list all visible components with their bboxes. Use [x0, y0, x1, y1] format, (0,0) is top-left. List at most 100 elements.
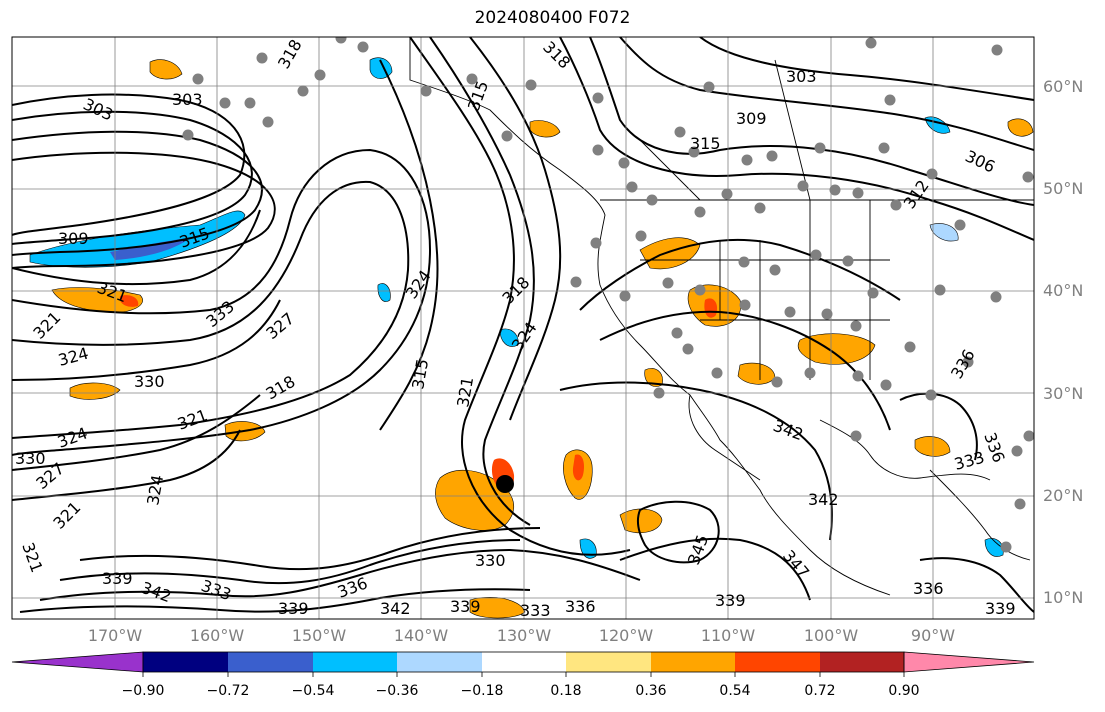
contour-label: 330 — [15, 449, 46, 468]
station-dot — [880, 379, 892, 391]
station-dot — [741, 154, 753, 166]
station-dot — [721, 188, 733, 200]
contour-line — [559, 381, 833, 541]
contour-layer — [12, 37, 1034, 613]
contour-label: 339 — [278, 599, 309, 618]
station-dot — [810, 249, 822, 261]
shade-orange — [69, 382, 121, 400]
lon-label: 110°W — [700, 626, 756, 645]
station-dot — [829, 184, 841, 196]
station-dot — [525, 79, 537, 91]
colorbar-bin — [482, 652, 566, 672]
station-dot — [842, 255, 854, 267]
station-dot — [797, 180, 809, 192]
colorbar-bin — [566, 652, 651, 672]
shade-lightblue — [929, 223, 959, 242]
colorbar-outline — [142, 651, 905, 673]
lon-label: 120°W — [598, 626, 654, 645]
contour-line — [579, 238, 901, 311]
contour-line — [12, 299, 281, 381]
station-dot — [852, 187, 864, 199]
station-dot — [850, 320, 862, 332]
shade-blue — [499, 328, 519, 347]
station-dot — [662, 277, 674, 289]
colorbar-bin — [735, 652, 820, 672]
station-dot — [262, 116, 274, 128]
coastline — [409, 37, 891, 596]
contour-label: 342 — [380, 599, 411, 618]
contour-label: 330 — [134, 372, 165, 391]
colorbar-bin — [143, 652, 228, 672]
station-dot — [703, 81, 715, 93]
coastline — [688, 394, 761, 481]
lat-label: 30°N — [1043, 384, 1084, 403]
station-dot — [934, 284, 946, 296]
station-dot — [182, 129, 194, 141]
station-dot — [646, 194, 658, 206]
station-dot — [694, 206, 706, 218]
station-dot — [244, 97, 256, 109]
station-dot — [878, 142, 890, 154]
colorbar-tick-label: −0.18 — [460, 683, 504, 699]
lat-label: 50°N — [1043, 179, 1084, 198]
contour-line — [619, 37, 1034, 151]
contour-label: 339 — [985, 599, 1016, 618]
station-dot — [954, 219, 966, 231]
contour-label: 336 — [565, 597, 596, 616]
shading-layer — [29, 57, 1034, 619]
contour-line — [636, 500, 720, 564]
colorbar-tick-label: 0.72 — [804, 683, 836, 699]
station-dot — [694, 284, 706, 296]
contour-line — [429, 37, 535, 526]
lon-label: 140°W — [393, 626, 449, 645]
contour-label: 303 — [786, 67, 817, 86]
shade-blue — [377, 283, 391, 302]
station-dot — [653, 387, 665, 399]
station-dot — [852, 370, 864, 382]
contour-line — [12, 151, 276, 269]
colorbar-tick-label: −0.90 — [121, 683, 165, 699]
colorbar-max-extension — [903, 651, 1035, 673]
station-dot — [674, 126, 686, 138]
shade-orange — [914, 436, 951, 457]
contour-label: 315 — [690, 134, 721, 153]
station-dot — [814, 142, 826, 154]
lon-label: 160°W — [189, 626, 245, 645]
station-dot — [618, 157, 630, 169]
colorbar-ticks — [142, 672, 905, 677]
colorbar-tick-label: 0.90 — [888, 683, 920, 699]
shade-navy — [110, 238, 190, 260]
station-dot — [990, 291, 1002, 303]
station-dot — [766, 150, 778, 162]
station-dot — [1023, 430, 1034, 442]
station-dot — [619, 290, 631, 302]
contour-line — [12, 180, 410, 439]
contour-label: 303 — [172, 90, 203, 109]
station-dot — [1014, 498, 1026, 510]
colorbar-min-extension — [11, 651, 144, 673]
contour-line — [19, 588, 531, 613]
contour-label: 336 — [913, 579, 944, 598]
map-frame — [11, 36, 1035, 620]
contour-line — [59, 539, 521, 585]
station-dot — [711, 367, 723, 379]
contour-label: 309 — [58, 229, 89, 248]
lon-label: 130°W — [496, 626, 552, 645]
station-dot — [466, 73, 478, 85]
colorbar-bin — [313, 652, 397, 672]
station-dot — [738, 256, 750, 268]
station-dot — [771, 376, 783, 388]
shade-red — [119, 295, 139, 307]
contour-line — [379, 59, 439, 431]
station-dot — [1011, 445, 1023, 457]
shade-orange — [51, 287, 143, 313]
map-background — [12, 37, 1034, 619]
contour-line — [469, 37, 562, 421]
shade-blue — [579, 538, 597, 559]
station-dot — [592, 92, 604, 104]
station-dot — [420, 85, 432, 97]
station-dot — [904, 341, 916, 353]
contour-line — [589, 37, 1034, 206]
station-dot — [754, 202, 766, 214]
